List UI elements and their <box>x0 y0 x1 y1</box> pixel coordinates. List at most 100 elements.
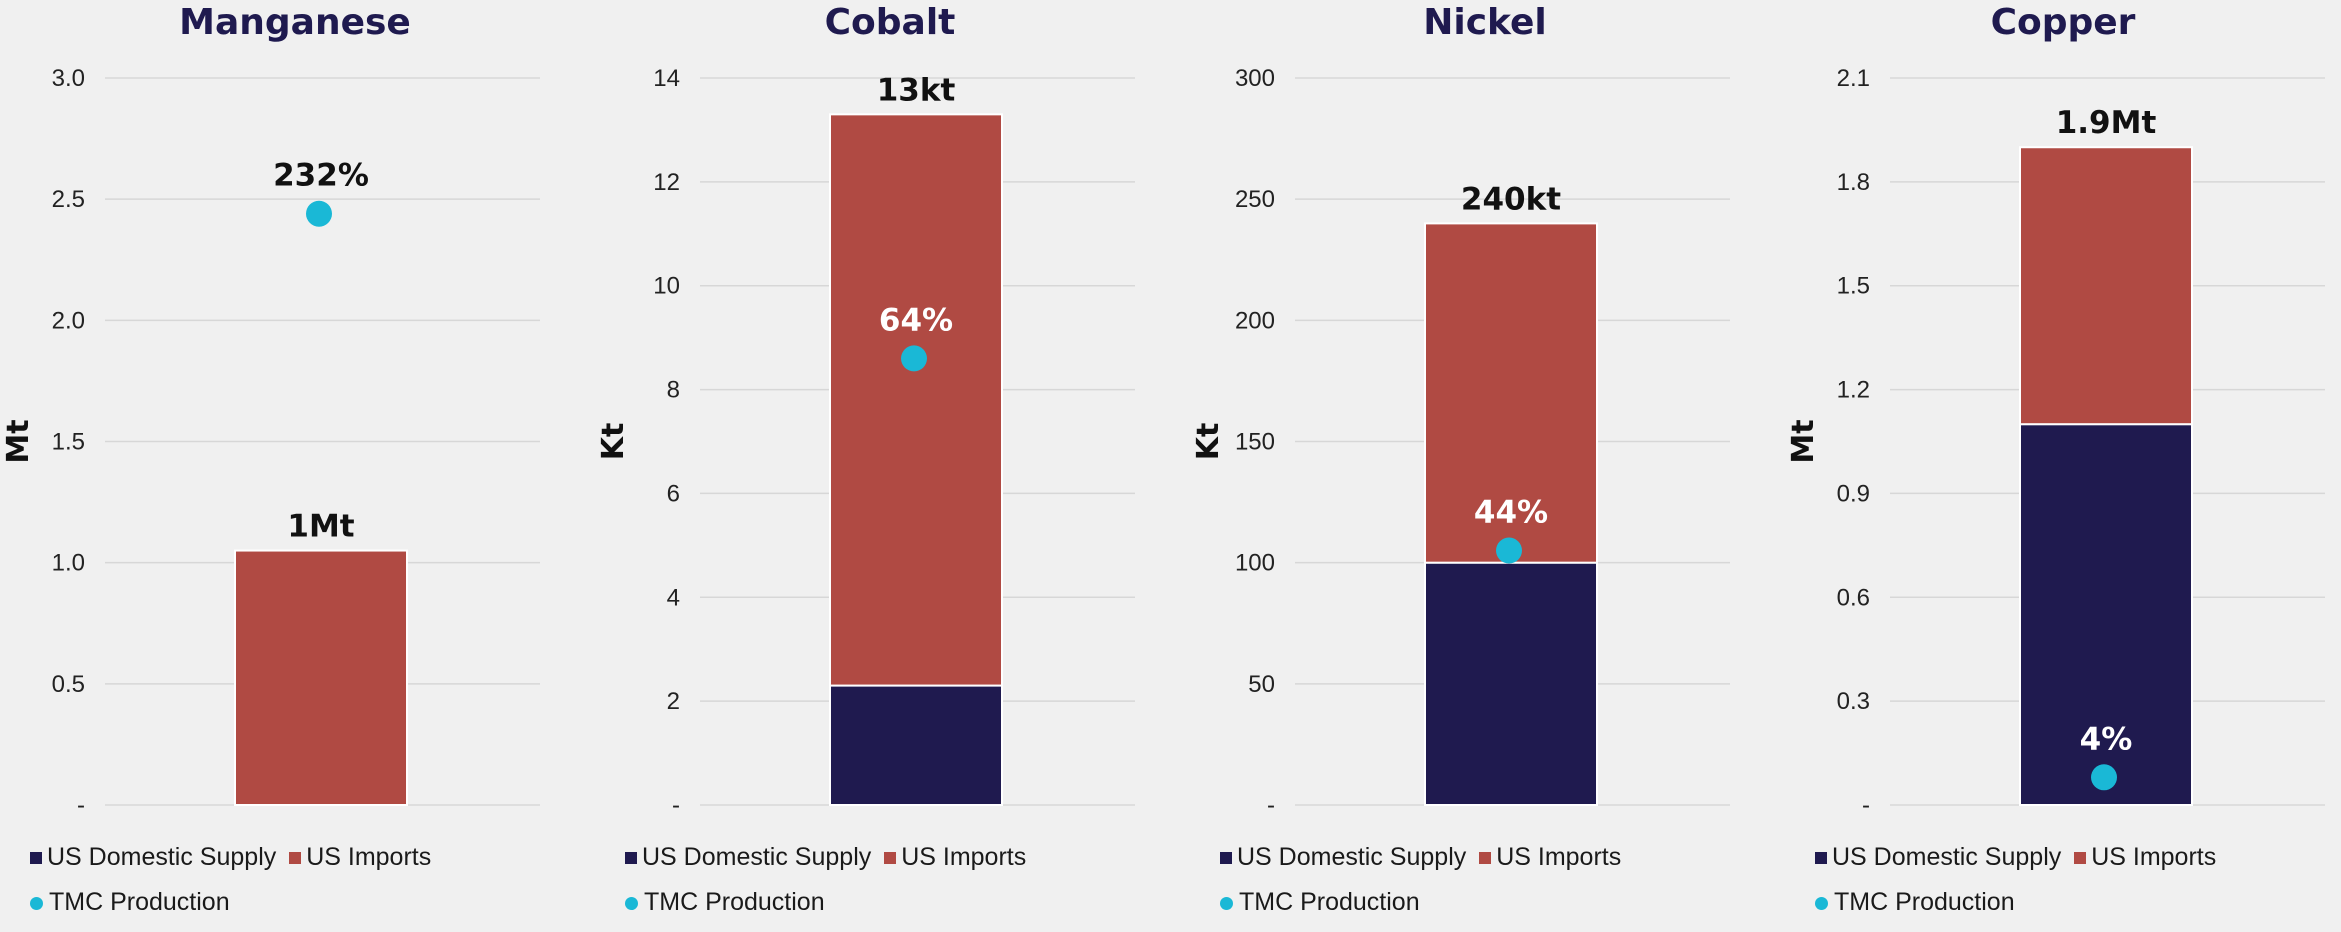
tmc-label: 4% <box>2080 721 2133 757</box>
tick-label: 100 <box>1235 550 1275 577</box>
tick-label: 0.9 <box>1837 480 1870 507</box>
tick-label: 1.0 <box>52 550 85 577</box>
tmc-dot-icon <box>1220 897 1233 910</box>
tick-label: 6 <box>667 480 680 507</box>
tmc-point <box>901 345 927 372</box>
legend-item-imports: US Imports <box>289 842 431 872</box>
bar-segment-imports <box>2019 146 2193 426</box>
chart-title: Cobalt <box>824 2 956 43</box>
legend-label: TMC Production <box>644 888 825 916</box>
y-axis-label: Kt <box>1191 423 1226 461</box>
bar-segment-domestic <box>829 684 1003 806</box>
legend-item-domestic: US Domestic Supply <box>30 842 276 872</box>
manganese-chart: - 0.5 1.0 1.5 2.0 2.5 3.0 Mt 1Mt 232% <box>1 65 540 819</box>
legend-label: US Imports <box>901 843 1027 871</box>
legend: US Domestic Supply US Imports TMC Produc… <box>30 842 437 932</box>
nickel-panel: Nickel - 50 100 150 200 250 300 Kt 240kt 44% US D… <box>1190 0 1780 917</box>
legend-label: US Imports <box>2091 843 2217 871</box>
copper-panel: Copper - 0.3 0.6 0.9 1.2 1.5 1.8 2.1 Mt 1.9Mt 4% U… <box>1785 0 2341 917</box>
legend-label: US Imports <box>1496 843 1622 871</box>
tick-label: 300 <box>1235 65 1275 92</box>
tick-label: 2.0 <box>52 307 85 334</box>
total-label: 1Mt <box>287 509 354 545</box>
tick-label: 250 <box>1235 186 1275 213</box>
legend-label: US Domestic Supply <box>1237 843 1467 871</box>
tick-label: 14 <box>653 65 680 92</box>
tmc-dot-icon <box>625 897 638 910</box>
imports-swatch-icon <box>2074 852 2087 864</box>
bar-segment-imports <box>1424 222 1598 564</box>
domestic-swatch-icon <box>1815 852 1827 864</box>
tick-label: 2 <box>667 688 680 715</box>
manganese-panel: Manganese - 0.5 1.0 1.5 2.0 2.5 3.0 Mt 1Mt 232% U… <box>0 0 590 917</box>
domestic-swatch-icon <box>625 852 637 864</box>
tmc-dot-icon <box>1815 897 1828 910</box>
legend-label: TMC Production <box>49 888 230 916</box>
legend-item-domestic: US Domestic Supply <box>1220 842 1466 872</box>
legend-item-domestic: US Domestic Supply <box>1815 842 2061 872</box>
legend-label: US Imports <box>306 843 432 871</box>
legend-item-imports: US Imports <box>884 842 1026 872</box>
tick-label: 0.6 <box>1837 584 1870 611</box>
chart-title: Copper <box>1990 2 2136 43</box>
legend-label: US Domestic Supply <box>642 843 872 871</box>
legend-item-imports: US Imports <box>1479 842 1621 872</box>
nickel-chart: - 50 100 150 200 250 300 Kt 240kt 44% <box>1191 65 1730 819</box>
tick-label: 8 <box>667 377 680 404</box>
legend: US Domestic Supply US Imports TMC Produc… <box>1815 842 2222 932</box>
imports-swatch-icon <box>1479 852 1492 864</box>
y-axis-label: Kt <box>596 423 631 461</box>
tick-label: 2.1 <box>1837 65 1870 92</box>
y-axis-label: Mt <box>1 419 36 463</box>
bar-segment-domestic <box>1424 561 1598 807</box>
legend-label: US Domestic Supply <box>47 843 277 871</box>
domestic-swatch-icon <box>30 852 42 864</box>
tick-label: 1.8 <box>1837 169 1870 196</box>
tick-label: 1.2 <box>1837 377 1870 404</box>
cobalt-chart: - 2 4 6 8 10 12 14 Kt 13kt 64% <box>596 65 1135 819</box>
tick-label: 1.5 <box>1837 273 1870 300</box>
legend-item-domestic: US Domestic Supply <box>625 842 871 872</box>
legend-label: TMC Production <box>1239 888 1420 916</box>
legend-label: US Domestic Supply <box>1832 843 2062 871</box>
copper-chart: - 0.3 0.6 0.9 1.2 1.5 1.8 2.1 Mt 1.9Mt 4% <box>1786 65 2325 819</box>
tick-label: - <box>1267 792 1275 819</box>
tmc-label: 232% <box>273 158 369 194</box>
bar-segment-imports <box>234 549 408 806</box>
total-label: 1.9Mt <box>2056 105 2157 141</box>
tick-label: - <box>672 792 680 819</box>
tmc-point <box>1496 537 1522 564</box>
tmc-label: 64% <box>879 302 953 338</box>
bar-segment-imports <box>829 113 1003 687</box>
tick-label: 0.3 <box>1837 688 1870 715</box>
tmc-point <box>2091 764 2117 791</box>
tick-label: - <box>1862 792 1870 819</box>
tick-label: 3.0 <box>52 65 85 92</box>
tick-label: 0.5 <box>52 671 85 698</box>
legend-item-imports: US Imports <box>2074 842 2216 872</box>
legend-label: TMC Production <box>1834 888 2015 916</box>
legend-item-tmc: TMC Production <box>1815 887 2015 917</box>
legend-item-tmc: TMC Production <box>1220 887 1420 917</box>
tick-label: 50 <box>1248 671 1275 698</box>
legend: US Domestic Supply US Imports TMC Produc… <box>1220 842 1627 932</box>
total-label: 240kt <box>1461 181 1561 217</box>
chart-title: Manganese <box>179 2 411 43</box>
legend: US Domestic Supply US Imports TMC Produc… <box>625 842 1032 932</box>
tick-label: 200 <box>1235 307 1275 334</box>
total-label: 13kt <box>877 72 956 108</box>
tick-label: 12 <box>653 169 680 196</box>
tmc-label: 44% <box>1474 495 1548 531</box>
tick-label: 4 <box>667 584 680 611</box>
tick-label: 150 <box>1235 429 1275 456</box>
bar-segment-domestic <box>2019 423 2193 806</box>
legend-item-tmc: TMC Production <box>30 887 230 917</box>
y-axis-label: Mt <box>1786 419 1821 463</box>
tick-label: - <box>77 792 85 819</box>
tick-label: 10 <box>653 273 680 300</box>
legend-item-tmc: TMC Production <box>625 887 825 917</box>
tmc-point <box>306 200 332 227</box>
tick-label: 1.5 <box>52 429 85 456</box>
imports-swatch-icon <box>289 852 302 864</box>
cobalt-panel: Cobalt - 2 4 6 8 10 12 14 Kt 13kt 64% US Domestic … <box>595 0 1185 917</box>
